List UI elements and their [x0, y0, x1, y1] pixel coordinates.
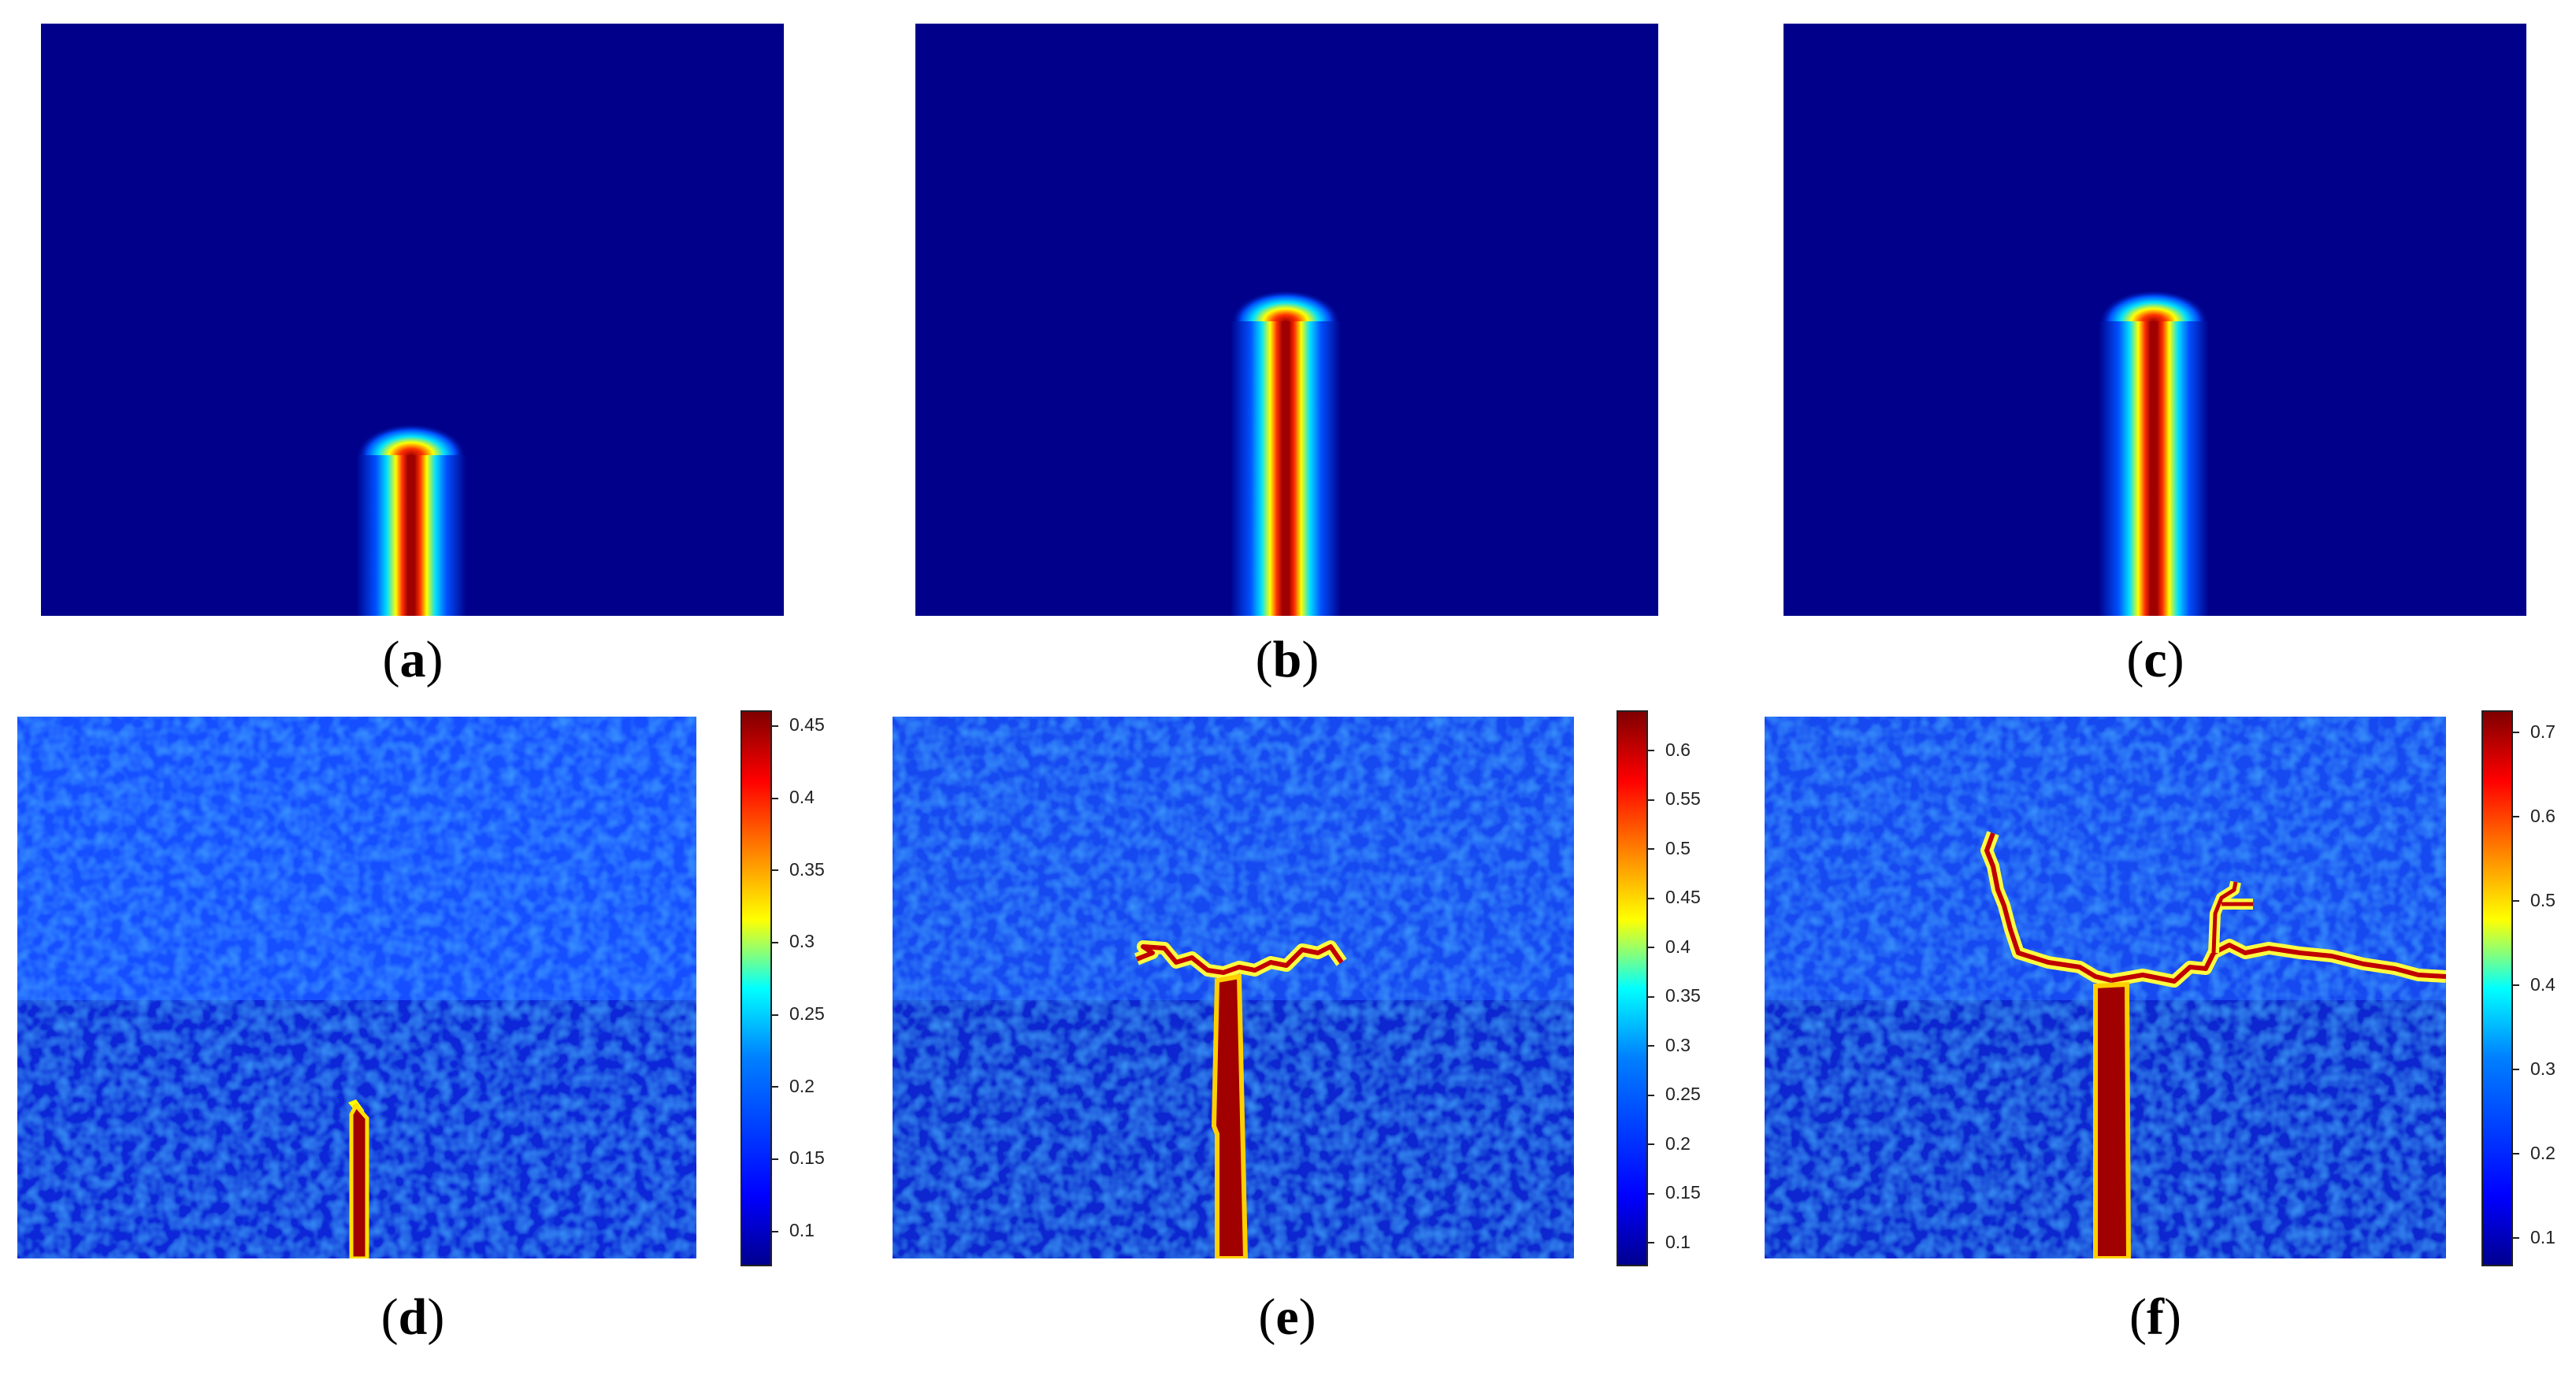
colorbar-tick-label: 0.35: [1648, 985, 1701, 1006]
panel-label-d: (d): [380, 1288, 445, 1346]
colorbar-tick-label: 0.7: [2513, 721, 2556, 742]
panel-label-f: (f): [2129, 1288, 2181, 1346]
panel-label-b: (b): [1255, 631, 1320, 688]
panel-label-e: (e): [1258, 1288, 1316, 1346]
panel-f-field: [1765, 717, 2446, 1258]
colorbar-tick-label: 0.45: [1648, 887, 1701, 908]
colorbar-gradient: [2481, 710, 2513, 1266]
colorbar-tick-label: 0.55: [1648, 788, 1701, 810]
colorbar-tick-label: 0.35: [772, 858, 825, 880]
colorbar-gradient: [741, 710, 772, 1266]
colorbar-tick-label: 0.5: [1648, 837, 1691, 858]
crack-band: [356, 455, 466, 616]
crack-stem: [1211, 973, 1249, 1258]
panel-a-field: [41, 24, 784, 616]
colorbar-tick-label: 0.2: [772, 1075, 815, 1096]
colorbar-tick-label: 0.5: [2513, 889, 2556, 910]
colorbar-tick-label: 0.4: [1648, 936, 1691, 957]
colorbar-tick-label: 0.15: [1648, 1182, 1701, 1203]
panel-e-field: [893, 717, 1574, 1258]
crack-band: [1230, 321, 1341, 616]
colorbar-tick-label: 0.4: [2513, 973, 2556, 995]
crack-band: [2099, 321, 2209, 616]
colorbar-tick-label: 0.25: [772, 1003, 825, 1025]
panel-label-a: (a): [382, 631, 444, 688]
panel-b-field: [915, 24, 1658, 616]
panel-label-c: (c): [2126, 631, 2184, 688]
colorbar-tick-label: 0.25: [1648, 1084, 1701, 1105]
colorbar-f: 0.7 0.6 0.5 0.4 0.3 0.2 0.1: [2481, 710, 2556, 1266]
colorbar-tick-label: 0.2: [2513, 1142, 2556, 1163]
colorbar-tick-label: 0.45: [772, 714, 825, 736]
colorbar-tick-label: 0.3: [1648, 1034, 1691, 1055]
colorbar-tick-label: 0.3: [772, 931, 815, 952]
colorbar-tick-label: 0.1: [1648, 1231, 1691, 1252]
colorbar-tick-label: 0.6: [2513, 805, 2556, 826]
colorbar-tick-label: 0.1: [772, 1220, 815, 1241]
colorbar-tick-label: 0.15: [772, 1147, 825, 1169]
colorbar-e: 0.6 0.55 0.5 0.45 0.4 0.35 0.3 0.25 0.2 0.15 0.1: [1616, 710, 1701, 1266]
panel-d-field: [17, 717, 696, 1258]
colorbar-tick-label: 0.4: [772, 787, 815, 808]
colorbar-tick-label: 0.3: [2513, 1058, 2556, 1079]
crack-stem: [2093, 981, 2132, 1258]
colorbar-tick-label: 0.2: [1648, 1132, 1691, 1154]
panel-c-field: [1784, 24, 2526, 616]
colorbar-tick-label: 0.6: [1648, 739, 1691, 760]
colorbar-d: 0.45 0.4 0.35 0.3 0.25 0.2 0.15 0.1: [741, 710, 825, 1266]
colorbar-gradient: [1616, 710, 1648, 1266]
colorbar-tick-label: 0.1: [2513, 1226, 2556, 1247]
